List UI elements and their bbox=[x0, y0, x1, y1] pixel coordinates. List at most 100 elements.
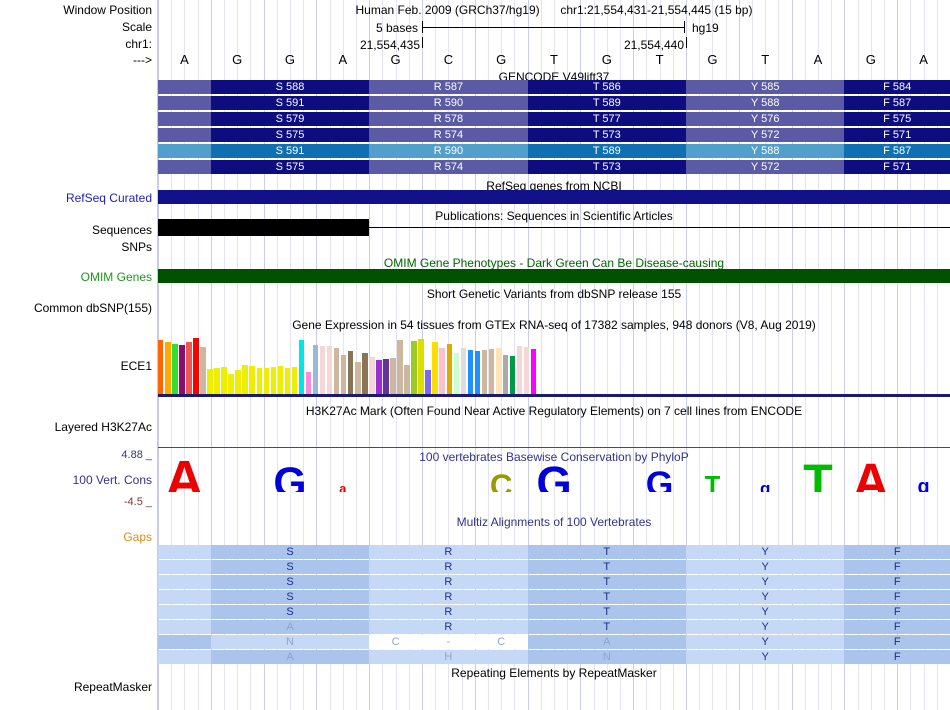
gtex-tissue-bar[interactable] bbox=[277, 366, 284, 394]
gtex-tissue-bar[interactable] bbox=[284, 368, 291, 394]
gtex-tissue-bar[interactable] bbox=[207, 369, 213, 394]
codon-cell[interactable]: S 591 bbox=[210, 144, 370, 158]
alignment-cell[interactable]: R bbox=[369, 590, 528, 604]
gtex-tissue-bar[interactable] bbox=[397, 340, 403, 394]
alignment-cell[interactable]: A bbox=[210, 620, 370, 634]
codon-cell[interactable] bbox=[158, 160, 211, 174]
gtex-tissue-bar[interactable] bbox=[369, 357, 375, 394]
codon-cell[interactable]: S 575 bbox=[210, 160, 370, 174]
codon-cell[interactable]: R 590 bbox=[369, 144, 528, 158]
gtex-tissue-bar[interactable] bbox=[474, 351, 481, 394]
codon-cell[interactable]: R 587 bbox=[369, 80, 528, 94]
gtex-tissue-bar[interactable] bbox=[263, 368, 270, 394]
codon-cell[interactable] bbox=[158, 144, 211, 158]
alignment-cell[interactable]: F bbox=[844, 620, 950, 634]
codon-cell[interactable]: T 586 bbox=[527, 80, 686, 94]
alignment-cell[interactable]: F bbox=[844, 590, 950, 604]
gtex-tissue-bar[interactable] bbox=[249, 366, 255, 394]
codon-cell[interactable]: F 584 bbox=[844, 80, 950, 94]
gtex-tissue-bar[interactable] bbox=[326, 345, 333, 394]
layered-h3k27ac-label[interactable]: Layered H3K27Ac bbox=[54, 420, 152, 434]
gtex-tissue-bar[interactable] bbox=[355, 361, 361, 394]
codon-cell[interactable]: T 589 bbox=[527, 144, 686, 158]
codon-cell[interactable]: S 588 bbox=[210, 80, 370, 94]
alignment-cell[interactable] bbox=[158, 635, 211, 649]
gtex-tissue-bar[interactable] bbox=[523, 346, 530, 394]
gtex-tissue-bar[interactable] bbox=[298, 340, 305, 394]
codon-cell[interactable]: S 579 bbox=[210, 112, 370, 126]
codon-cell[interactable]: T 577 bbox=[527, 112, 686, 126]
gene-row[interactable]: S 588 R 587 T 586 Y 585 F 584 bbox=[158, 80, 950, 94]
alignment-cell[interactable]: H bbox=[369, 650, 528, 664]
sequences-label[interactable]: Sequences bbox=[91, 223, 152, 237]
codon-cell[interactable] bbox=[158, 80, 211, 94]
gtex-tissue-bar[interactable] bbox=[439, 348, 445, 394]
common-dbsnp-label[interactable]: Common dbSNP(155) bbox=[33, 301, 152, 315]
codon-cell[interactable]: R 574 bbox=[369, 160, 528, 174]
gtex-tissue-bar[interactable] bbox=[165, 342, 171, 394]
codon-cell[interactable]: Y 585 bbox=[686, 80, 845, 94]
alignment-cell[interactable]: A bbox=[527, 635, 686, 649]
gtex-tissue-bar[interactable] bbox=[376, 360, 382, 394]
gtex-tissue-bar[interactable] bbox=[390, 358, 396, 394]
gtex-tissue-bar[interactable] bbox=[446, 343, 452, 394]
gtex-tissue-bar[interactable] bbox=[291, 367, 298, 394]
alignment-cell[interactable]: R bbox=[369, 560, 528, 574]
codon-cell[interactable]: F 587 bbox=[844, 96, 950, 110]
gtex-gene-label[interactable]: ECE1 bbox=[120, 359, 152, 373]
alignment-cell[interactable]: R bbox=[369, 620, 528, 634]
alignment-cell[interactable]: N bbox=[527, 650, 686, 664]
alignment-cell[interactable]: - bbox=[422, 635, 475, 649]
gtex-tissue-bar[interactable] bbox=[270, 367, 277, 394]
gtex-tissue-bar[interactable] bbox=[516, 345, 523, 394]
gtex-tissue-bar[interactable] bbox=[186, 342, 192, 394]
alignment-cell[interactable]: Y bbox=[686, 605, 845, 619]
alignment-cell[interactable]: F bbox=[844, 560, 950, 574]
vert-cons-label[interactable]: 100 Vert. Cons bbox=[72, 473, 152, 487]
codon-cell[interactable] bbox=[158, 112, 211, 126]
alignment-cell[interactable] bbox=[158, 650, 211, 664]
codon-cell[interactable]: R 574 bbox=[369, 128, 528, 142]
gtex-tissue-bar[interactable] bbox=[242, 364, 248, 394]
alignment-cell[interactable]: Y bbox=[686, 650, 845, 664]
gtex-tissue-bar[interactable] bbox=[404, 364, 410, 394]
alignment-cell[interactable]: F bbox=[844, 545, 950, 559]
alignment-cell[interactable]: Y bbox=[686, 620, 845, 634]
snps-label[interactable]: SNPs bbox=[121, 240, 152, 254]
alignment-cell[interactable]: F bbox=[844, 605, 950, 619]
codon-cell[interactable]: S 575 bbox=[210, 128, 370, 142]
gtex-tissue-bar[interactable] bbox=[418, 339, 424, 394]
alignment-cell[interactable]: T bbox=[527, 590, 686, 604]
gtex-tissue-bar[interactable] bbox=[495, 348, 502, 394]
gtex-tissue-bar[interactable] bbox=[460, 348, 467, 394]
gtex-tissue-bar[interactable] bbox=[221, 367, 227, 394]
codon-cell[interactable]: Y 576 bbox=[686, 112, 845, 126]
gtex-tissue-bar[interactable] bbox=[172, 343, 178, 394]
gtex-tissue-bar[interactable] bbox=[228, 373, 234, 394]
codon-cell[interactable]: T 573 bbox=[527, 128, 686, 142]
gtex-tissue-bar[interactable] bbox=[530, 349, 537, 394]
gene-row[interactable]: S 575 R 574 T 573 Y 572 F 571 bbox=[158, 128, 950, 142]
gene-row[interactable]: S 575 R 574 T 573 Y 572 F 571 bbox=[158, 160, 950, 174]
alignment-cell[interactable]: T bbox=[527, 560, 686, 574]
alignment-cell[interactable]: R bbox=[369, 545, 528, 559]
alignment-cell[interactable]: A bbox=[210, 650, 370, 664]
codon-cell[interactable]: S 591 bbox=[210, 96, 370, 110]
alignment-cell[interactable]: S bbox=[210, 590, 370, 604]
codon-cell[interactable]: F 575 bbox=[844, 112, 950, 126]
gtex-tissue-bar[interactable] bbox=[312, 344, 319, 394]
alignment-cell[interactable] bbox=[158, 560, 211, 574]
alignment-cell[interactable] bbox=[158, 605, 211, 619]
gtex-tissue-bar[interactable] bbox=[502, 354, 509, 394]
codon-cell[interactable]: T 589 bbox=[527, 96, 686, 110]
alignment-cell[interactable] bbox=[158, 545, 211, 559]
omim-genes-bar[interactable] bbox=[158, 269, 950, 283]
codon-cell[interactable]: R 590 bbox=[369, 96, 528, 110]
